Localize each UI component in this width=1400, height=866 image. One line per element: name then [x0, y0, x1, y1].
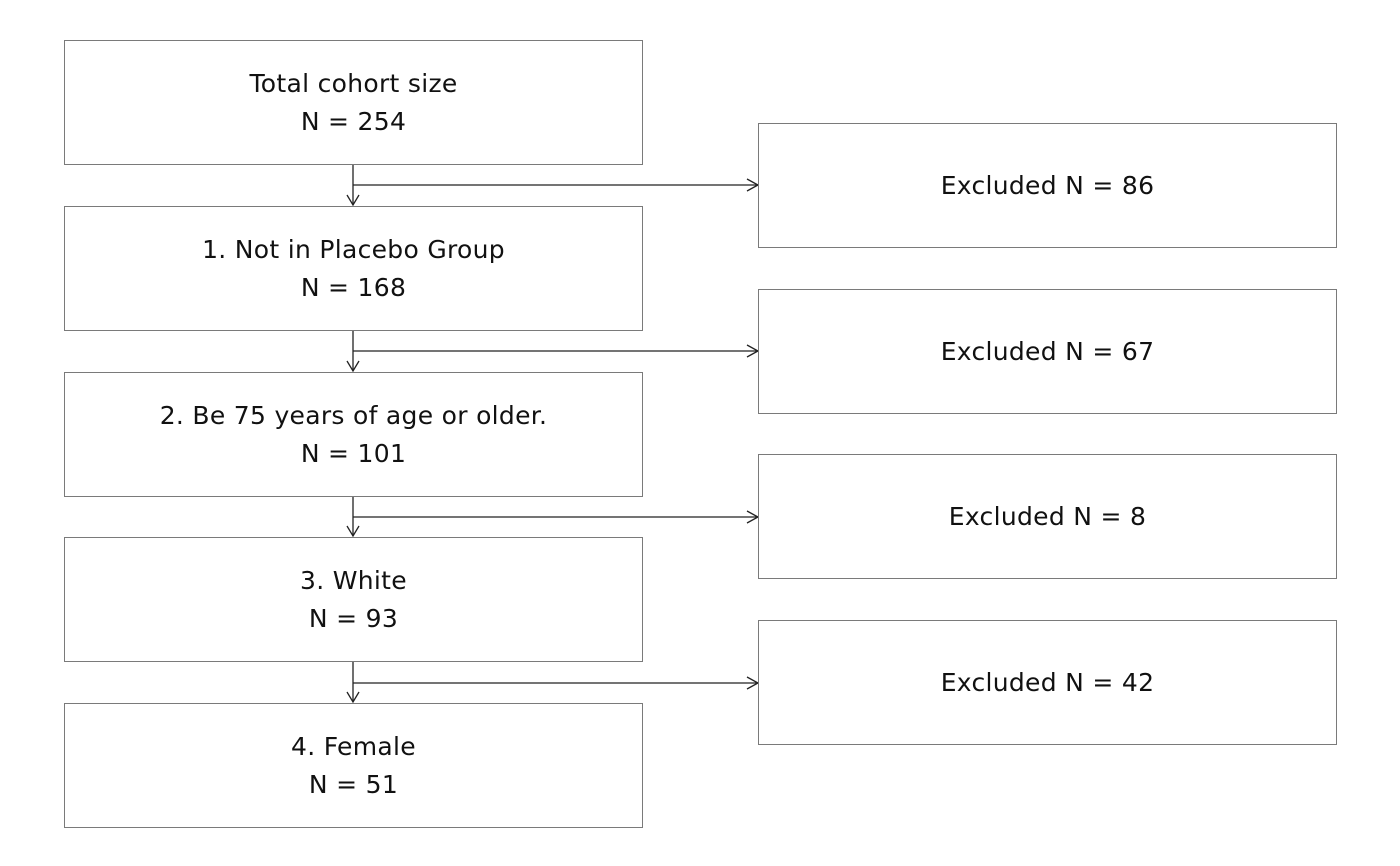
step-box-not-placebo: 1. Not in Placebo Group N = 168	[64, 206, 643, 331]
arrow-excluded-3	[353, 510, 760, 524]
step-box-age-75-plus: 2. Be 75 years of age or older. N = 101	[64, 372, 643, 497]
arrow-excluded-2	[353, 344, 760, 358]
step-box-female: 4. Female N = 51	[64, 703, 643, 828]
step-count: N = 51	[308, 769, 399, 799]
step-box-white: 3. White N = 93	[64, 537, 643, 662]
arrow-excluded-1	[353, 178, 760, 192]
excluded-box-4: Excluded N = 42	[758, 620, 1337, 745]
step-count: N = 101	[300, 438, 407, 468]
excluded-label: Excluded N = 86	[940, 170, 1155, 200]
excluded-label: Excluded N = 8	[948, 501, 1147, 531]
step-label: 3. White	[300, 565, 407, 595]
excluded-label: Excluded N = 42	[940, 667, 1155, 697]
arrow-excluded-4	[353, 676, 760, 690]
step-count: N = 93	[308, 603, 399, 633]
step-label: Total cohort size	[249, 68, 458, 98]
arrow-main-4	[346, 662, 360, 704]
step-label: 1. Not in Placebo Group	[202, 234, 505, 264]
arrow-main-2	[346, 331, 360, 373]
excluded-box-2: Excluded N = 67	[758, 289, 1337, 414]
step-count: N = 168	[300, 272, 407, 302]
arrow-main-1	[346, 165, 360, 207]
step-label: 2. Be 75 years of age or older.	[159, 400, 548, 430]
excluded-box-3: Excluded N = 8	[758, 454, 1337, 579]
arrow-main-3	[346, 497, 360, 538]
excluded-label: Excluded N = 67	[940, 336, 1155, 366]
step-count: N = 254	[300, 106, 407, 136]
step-label: 4. Female	[291, 731, 416, 761]
excluded-box-1: Excluded N = 86	[758, 123, 1337, 248]
step-box-total-cohort: Total cohort size N = 254	[64, 40, 643, 165]
